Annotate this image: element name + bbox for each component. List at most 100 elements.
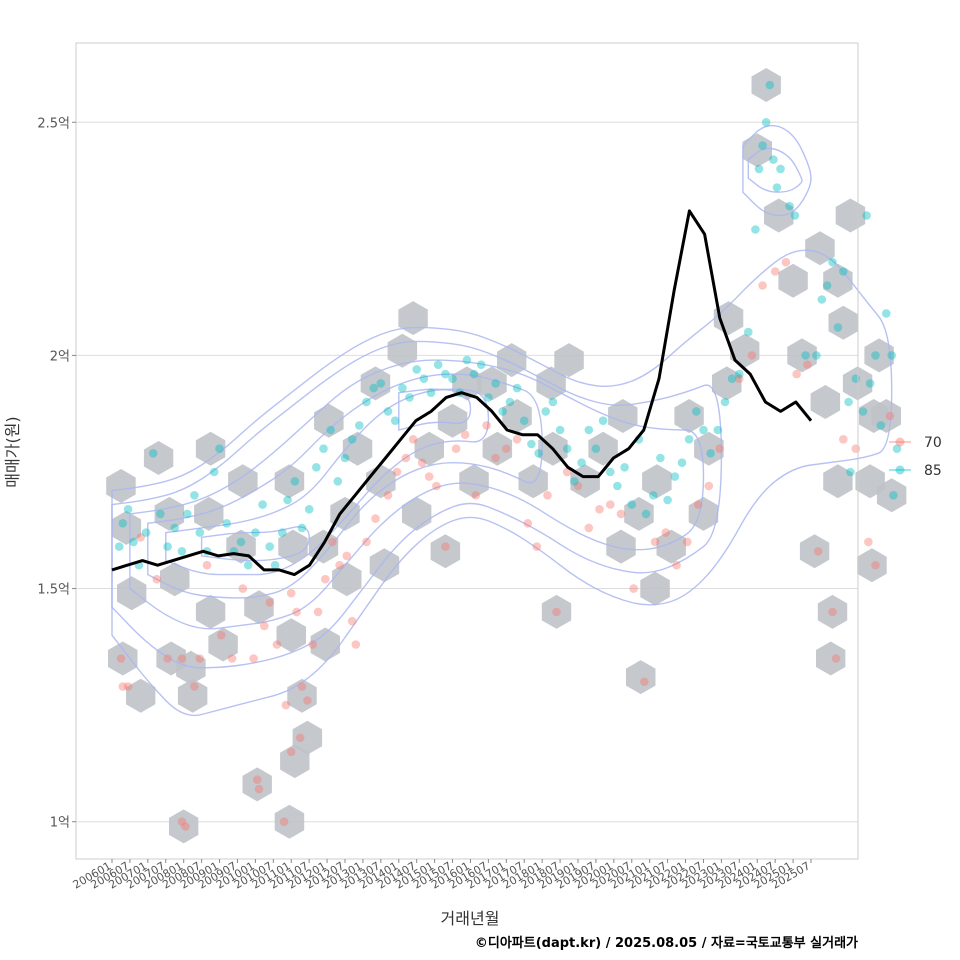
hexbin-cell <box>626 660 656 695</box>
hexbin-cell <box>640 571 670 606</box>
data-point-70 <box>401 453 411 463</box>
data-point-70 <box>672 560 681 570</box>
data-point-85 <box>340 453 350 463</box>
data-point-70 <box>362 537 371 547</box>
data-point-70 <box>303 696 312 705</box>
data-point-70 <box>831 654 841 663</box>
data-point-85 <box>419 374 429 384</box>
data-point-70 <box>292 607 301 617</box>
hexbin-cell <box>276 618 306 653</box>
data-point-85 <box>769 155 778 164</box>
hexbin-cell <box>194 496 224 531</box>
data-point-85 <box>663 495 672 505</box>
data-point-70 <box>839 435 848 444</box>
data-point-85 <box>765 80 775 90</box>
hexbin-cell <box>864 338 894 373</box>
hexbin-cell <box>126 678 156 713</box>
hexbin-cell <box>280 744 310 779</box>
data-point-85 <box>251 528 260 537</box>
data-point-70 <box>813 547 823 556</box>
hexbin-cell <box>554 343 584 378</box>
data-point-70 <box>308 640 318 649</box>
data-point-85 <box>265 542 275 551</box>
data-point-70 <box>803 360 812 370</box>
data-point-85 <box>118 519 128 528</box>
data-point-85 <box>641 509 651 519</box>
data-point-85 <box>148 449 158 458</box>
data-point-85 <box>304 505 314 514</box>
data-point-70 <box>177 817 187 826</box>
data-point-70 <box>116 654 126 663</box>
hexbin-cell <box>111 510 142 545</box>
y-tick-label: 2.5억 <box>37 116 70 131</box>
data-point-85 <box>761 118 771 127</box>
data-point-85 <box>839 267 848 276</box>
hexbin-cell <box>642 464 672 499</box>
hexbin-cell <box>154 496 185 531</box>
data-point-70 <box>584 523 594 533</box>
scatter-points <box>114 80 902 831</box>
data-point-70 <box>265 598 275 607</box>
data-point-85 <box>555 425 565 435</box>
data-point-70 <box>328 537 337 547</box>
legend: 70 85 <box>889 435 942 479</box>
data-point-70 <box>629 584 638 593</box>
data-point-85 <box>887 351 896 360</box>
data-point-85 <box>170 523 179 533</box>
data-point-85 <box>606 467 615 477</box>
density-contour <box>165 388 490 576</box>
data-point-85 <box>846 467 855 477</box>
data-point-70 <box>177 654 187 663</box>
data-point-85 <box>541 407 550 416</box>
data-point-85 <box>283 495 292 505</box>
legend-label-85: 85 <box>924 463 942 479</box>
data-point-85 <box>476 360 486 370</box>
data-point-85 <box>790 211 800 220</box>
data-point-85 <box>785 201 794 211</box>
data-point-85 <box>433 360 443 370</box>
data-point-85 <box>243 560 253 570</box>
density-contours <box>111 124 893 717</box>
data-point-70 <box>828 607 837 617</box>
hexbin-cell <box>694 431 724 466</box>
data-point-70 <box>417 458 427 468</box>
data-point-85 <box>858 407 868 416</box>
hexbin-cell <box>437 403 468 438</box>
data-point-85 <box>754 164 764 174</box>
legend-key-point-70 <box>895 437 905 447</box>
data-point-85 <box>462 355 472 365</box>
data-point-85 <box>862 211 871 220</box>
data-point-85 <box>882 309 891 318</box>
hexbin-cell <box>195 431 226 466</box>
data-point-85 <box>319 444 328 454</box>
y-tick-label: 2억 <box>50 349 70 364</box>
hexbin-cell <box>398 301 428 336</box>
data-point-70 <box>351 640 361 649</box>
data-point-70 <box>715 444 724 454</box>
data-point-70 <box>383 491 393 500</box>
data-point-85 <box>290 477 300 486</box>
hexbin-cell <box>823 464 853 499</box>
data-point-85 <box>833 323 843 332</box>
data-point-85 <box>699 425 708 435</box>
hexbin-cell <box>414 431 444 466</box>
data-point-70 <box>502 444 511 454</box>
data-point-70 <box>491 453 500 463</box>
data-point-85 <box>412 365 422 374</box>
density-contour <box>398 388 472 431</box>
data-point-70 <box>871 560 880 570</box>
data-point-85 <box>727 374 737 384</box>
data-point-70 <box>321 574 330 584</box>
data-point-85 <box>505 397 515 407</box>
data-point-85 <box>376 379 386 388</box>
data-point-70 <box>451 444 461 454</box>
data-point-85 <box>347 435 357 444</box>
data-point-70 <box>650 537 660 547</box>
data-point-85 <box>692 407 701 416</box>
hexbin-cell <box>606 529 636 564</box>
data-point-70 <box>217 630 226 640</box>
data-point-85 <box>822 281 832 290</box>
data-point-70 <box>295 733 305 743</box>
data-point-85 <box>670 472 680 481</box>
data-point-70 <box>543 491 552 500</box>
